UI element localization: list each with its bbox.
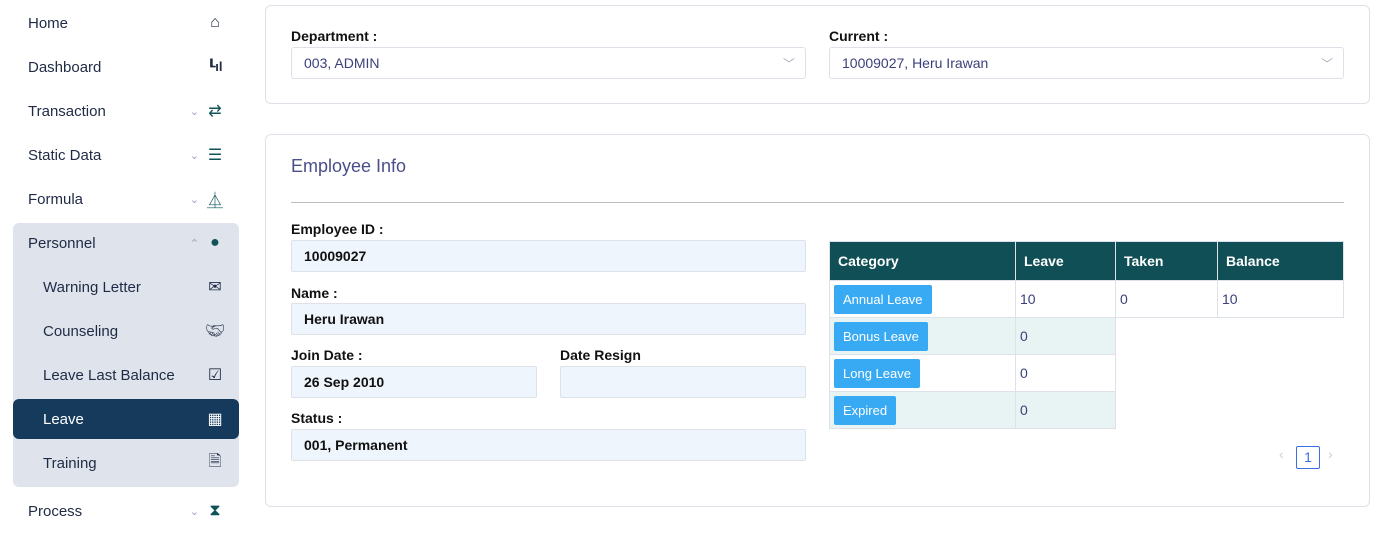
status-label: Status : <box>291 410 343 426</box>
section-title: Employee Info <box>291 156 407 176</box>
join-date-label: Join Date : <box>291 347 363 363</box>
flask-icon: ⏅ <box>206 193 223 210</box>
header-balance: Balance <box>1217 241 1344 281</box>
join-date-field[interactable]: 26 Sep 2010 <box>291 366 537 398</box>
department-select[interactable]: 003, ADMIN ﹀ <box>291 47 806 79</box>
sidebar-item-formula[interactable]: Formula ⌄ ⏅ <box>13 177 239 221</box>
hourglass-icon: ⧗ <box>209 502 221 519</box>
label: Home <box>28 14 69 32</box>
date-resign-field[interactable] <box>560 366 806 398</box>
leave-cell: 0 <box>1015 354 1116 392</box>
handshake-icon: 🤝︎ <box>205 323 226 340</box>
next-page-button[interactable]: › <box>1328 446 1333 462</box>
label: Transaction <box>28 102 106 120</box>
label: Process <box>28 502 83 520</box>
department-label: Department : <box>291 28 378 44</box>
leave-cell: 0 <box>1015 391 1116 429</box>
personnel-group <box>13 223 239 487</box>
chevron-down-icon: ⌄ <box>189 505 199 518</box>
date-resign-label: Date Resign <box>560 347 641 363</box>
sidebar-item-counseling[interactable]: Counseling 🤝︎ <box>13 309 239 353</box>
name-field[interactable]: Heru Irawan <box>291 303 806 335</box>
employee-id-field[interactable]: 10009027 <box>291 240 806 272</box>
leave-cell: 10 <box>1015 280 1116 318</box>
file-text-icon: 🗎 <box>208 452 222 470</box>
calendar-check-icon: ☑ <box>207 367 223 384</box>
prev-page-button[interactable]: ‹ <box>1279 446 1284 462</box>
header-taken: Taken <box>1115 241 1218 281</box>
leave-table: Category Leave Taken Balance Annual Leav… <box>829 241 1344 429</box>
table-row: Annual Leave 10 0 10 <box>829 280 1344 318</box>
header-leave: Leave <box>1015 241 1116 281</box>
sidebar-item-dashboard[interactable]: Dashboard ┖ıl <box>13 45 239 89</box>
label: Training <box>43 454 97 472</box>
label: Dashboard <box>28 58 102 76</box>
filter-card <box>265 5 1370 104</box>
sidebar-item-warning-letter[interactable]: Warning Letter ✉ <box>13 265 239 309</box>
department-value: 003, ADMIN <box>304 55 380 71</box>
category-badge[interactable]: Bonus Leave <box>834 321 928 351</box>
chevron-down-icon: ﹀ <box>782 56 795 71</box>
current-label: Current : <box>829 28 889 44</box>
exchange-icon: ⇄ <box>208 103 222 120</box>
sidebar-item-leave-last-balance[interactable]: Leave Last Balance ☑ <box>13 353 239 397</box>
page-1-button[interactable]: 1 <box>1296 446 1320 469</box>
category-badge[interactable]: Annual Leave <box>834 284 932 314</box>
label: Warning Letter <box>43 278 141 296</box>
sidebar-item-leave[interactable]: Leave ▦ <box>13 399 239 439</box>
table-row: Bonus Leave 0 <box>829 317 1344 355</box>
sidebar-item-personnel[interactable]: Personnel ⌃ ● <box>13 221 239 265</box>
label: Static Data <box>28 146 102 164</box>
bar-chart-icon: ┖ıl <box>207 59 223 74</box>
table-row: Long Leave 0 <box>829 354 1344 392</box>
employee-id-label: Employee ID : <box>291 221 384 237</box>
chevron-up-icon: ⌃ <box>189 237 199 250</box>
leave-cell: 0 <box>1015 317 1116 355</box>
label: Formula <box>28 190 84 208</box>
current-value: 10009027, Heru Irawan <box>842 55 989 71</box>
sidebar-item-process[interactable]: Process ⌄ ⧗ <box>13 489 239 533</box>
table-header: Category Leave Taken Balance <box>829 241 1344 281</box>
label: Personnel <box>28 234 96 252</box>
user-icon: ● <box>210 234 220 251</box>
sidebar-item-transaction[interactable]: Transaction ⌄ ⇄ <box>13 89 239 133</box>
sidebar-item-static-data[interactable]: Static Data ⌄ ☰ <box>13 133 239 177</box>
label: Leave <box>43 410 84 428</box>
chevron-down-icon: ⌄ <box>189 105 199 118</box>
chevron-down-icon: ⌄ <box>189 149 199 162</box>
label: Leave Last Balance <box>43 366 175 384</box>
table-row: Expired 0 <box>829 391 1344 429</box>
taken-cell: 0 <box>1115 280 1218 318</box>
home-icon: ⌂ <box>210 14 220 31</box>
status-field[interactable]: 001, Permanent <box>291 429 806 461</box>
balance-cell: 10 <box>1217 280 1344 318</box>
category-badge[interactable]: Long Leave <box>834 358 920 388</box>
category-badge[interactable]: Expired <box>834 395 897 425</box>
label: Counseling <box>43 322 119 340</box>
chevron-down-icon: ⌄ <box>189 193 199 206</box>
calendar-icon: ▦ <box>207 411 223 428</box>
sidebar-item-home[interactable]: Home ⌂ <box>13 1 239 45</box>
sidebar-item-training[interactable]: Training 🗎 <box>13 441 239 485</box>
envelope-icon: ✉ <box>208 279 222 296</box>
current-select[interactable]: 10009027, Heru Irawan ﹀ <box>829 47 1344 79</box>
header-category: Category <box>829 241 1016 281</box>
name-label: Name : <box>291 285 338 301</box>
database-icon: ☰ <box>207 147 223 164</box>
chevron-down-icon: ﹀ <box>1320 56 1333 71</box>
divider <box>291 202 1344 203</box>
sidebar: Home ⌂ Dashboard ┖ıl Transaction ⌄ ⇄ Static … <box>0 0 252 523</box>
